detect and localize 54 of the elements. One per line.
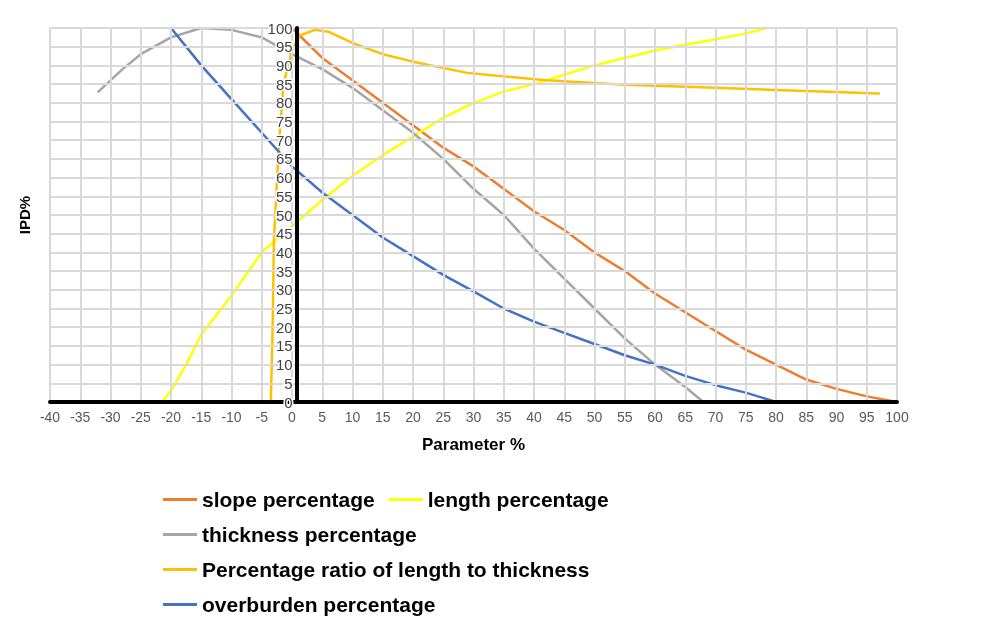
x-tick-label: -25 bbox=[130, 409, 152, 425]
y-tick-label: 40 bbox=[275, 243, 293, 261]
x-tick-label: -30 bbox=[100, 409, 121, 425]
x-tick-label: -40 bbox=[39, 409, 61, 425]
legend-label: thickness percentage bbox=[202, 523, 417, 546]
y-tick-label: 85 bbox=[275, 75, 293, 93]
x-tick-label: 65 bbox=[677, 409, 694, 425]
y-tick-label: 15 bbox=[275, 337, 293, 355]
y-tick-label: 75 bbox=[275, 113, 293, 130]
x-tick-label: 5 bbox=[318, 409, 327, 425]
y-tick-label: 10 bbox=[275, 356, 293, 374]
x-tick-label: 55 bbox=[616, 409, 633, 425]
y-tick-label: 80 bbox=[275, 94, 293, 112]
x-tick-label: 35 bbox=[495, 409, 512, 425]
x-tick-label: 20 bbox=[405, 409, 421, 425]
y-tick-label: 90 bbox=[275, 56, 293, 74]
x-tick-label: 30 bbox=[465, 409, 482, 425]
y-tick-label: 70 bbox=[275, 131, 293, 149]
legend-label: length percentage bbox=[427, 488, 609, 511]
x-tick-label: -10 bbox=[221, 409, 242, 425]
x-tick-label: 90 bbox=[828, 409, 845, 425]
y-tick-label: 50 bbox=[275, 206, 293, 224]
y-tick-label: 100 bbox=[267, 19, 293, 37]
x-tick-label: 10 bbox=[344, 409, 361, 425]
x-tick-label: 50 bbox=[586, 409, 603, 425]
x-tick-label: 40 bbox=[526, 409, 542, 425]
y-axis-title: IPD% bbox=[16, 195, 33, 235]
x-tick-label: -15 bbox=[191, 409, 212, 425]
x-tick-label: 70 bbox=[707, 409, 724, 425]
x-tick-label: 95 bbox=[858, 409, 875, 425]
x-tick-label: 100 bbox=[885, 409, 909, 425]
x-tick-label: 75 bbox=[737, 409, 754, 425]
x-tick-label: 25 bbox=[435, 409, 452, 425]
x-tick-label: -35 bbox=[70, 409, 91, 425]
y-tick-label: 30 bbox=[275, 281, 293, 299]
x-tick-label: 60 bbox=[647, 409, 663, 425]
x-axis-title: Parameter % bbox=[421, 435, 526, 454]
x-tick-label: -5 bbox=[255, 409, 269, 425]
x-tick-label: 45 bbox=[556, 409, 573, 425]
x-tick-label: 15 bbox=[374, 409, 391, 425]
y-tick-label: 0 bbox=[284, 393, 293, 411]
x-tick-label: 85 bbox=[798, 409, 815, 425]
legend-label: slope percentage bbox=[202, 488, 375, 511]
x-tick-label: 80 bbox=[768, 409, 784, 425]
y-tick-label: 95 bbox=[275, 38, 293, 56]
y-tick-label: 5 bbox=[284, 374, 293, 392]
x-tick-label: -20 bbox=[160, 409, 182, 425]
y-tick-label: 35 bbox=[275, 262, 293, 280]
y-tick-label: 55 bbox=[275, 187, 293, 205]
legend-label: overburden percentage bbox=[202, 593, 436, 616]
y-tick-label: 60 bbox=[275, 169, 293, 187]
y-tick-label: 25 bbox=[275, 300, 293, 317]
legend-label: Percentage ratio of length to thickness bbox=[202, 558, 590, 581]
y-tick-label: 20 bbox=[275, 318, 293, 336]
